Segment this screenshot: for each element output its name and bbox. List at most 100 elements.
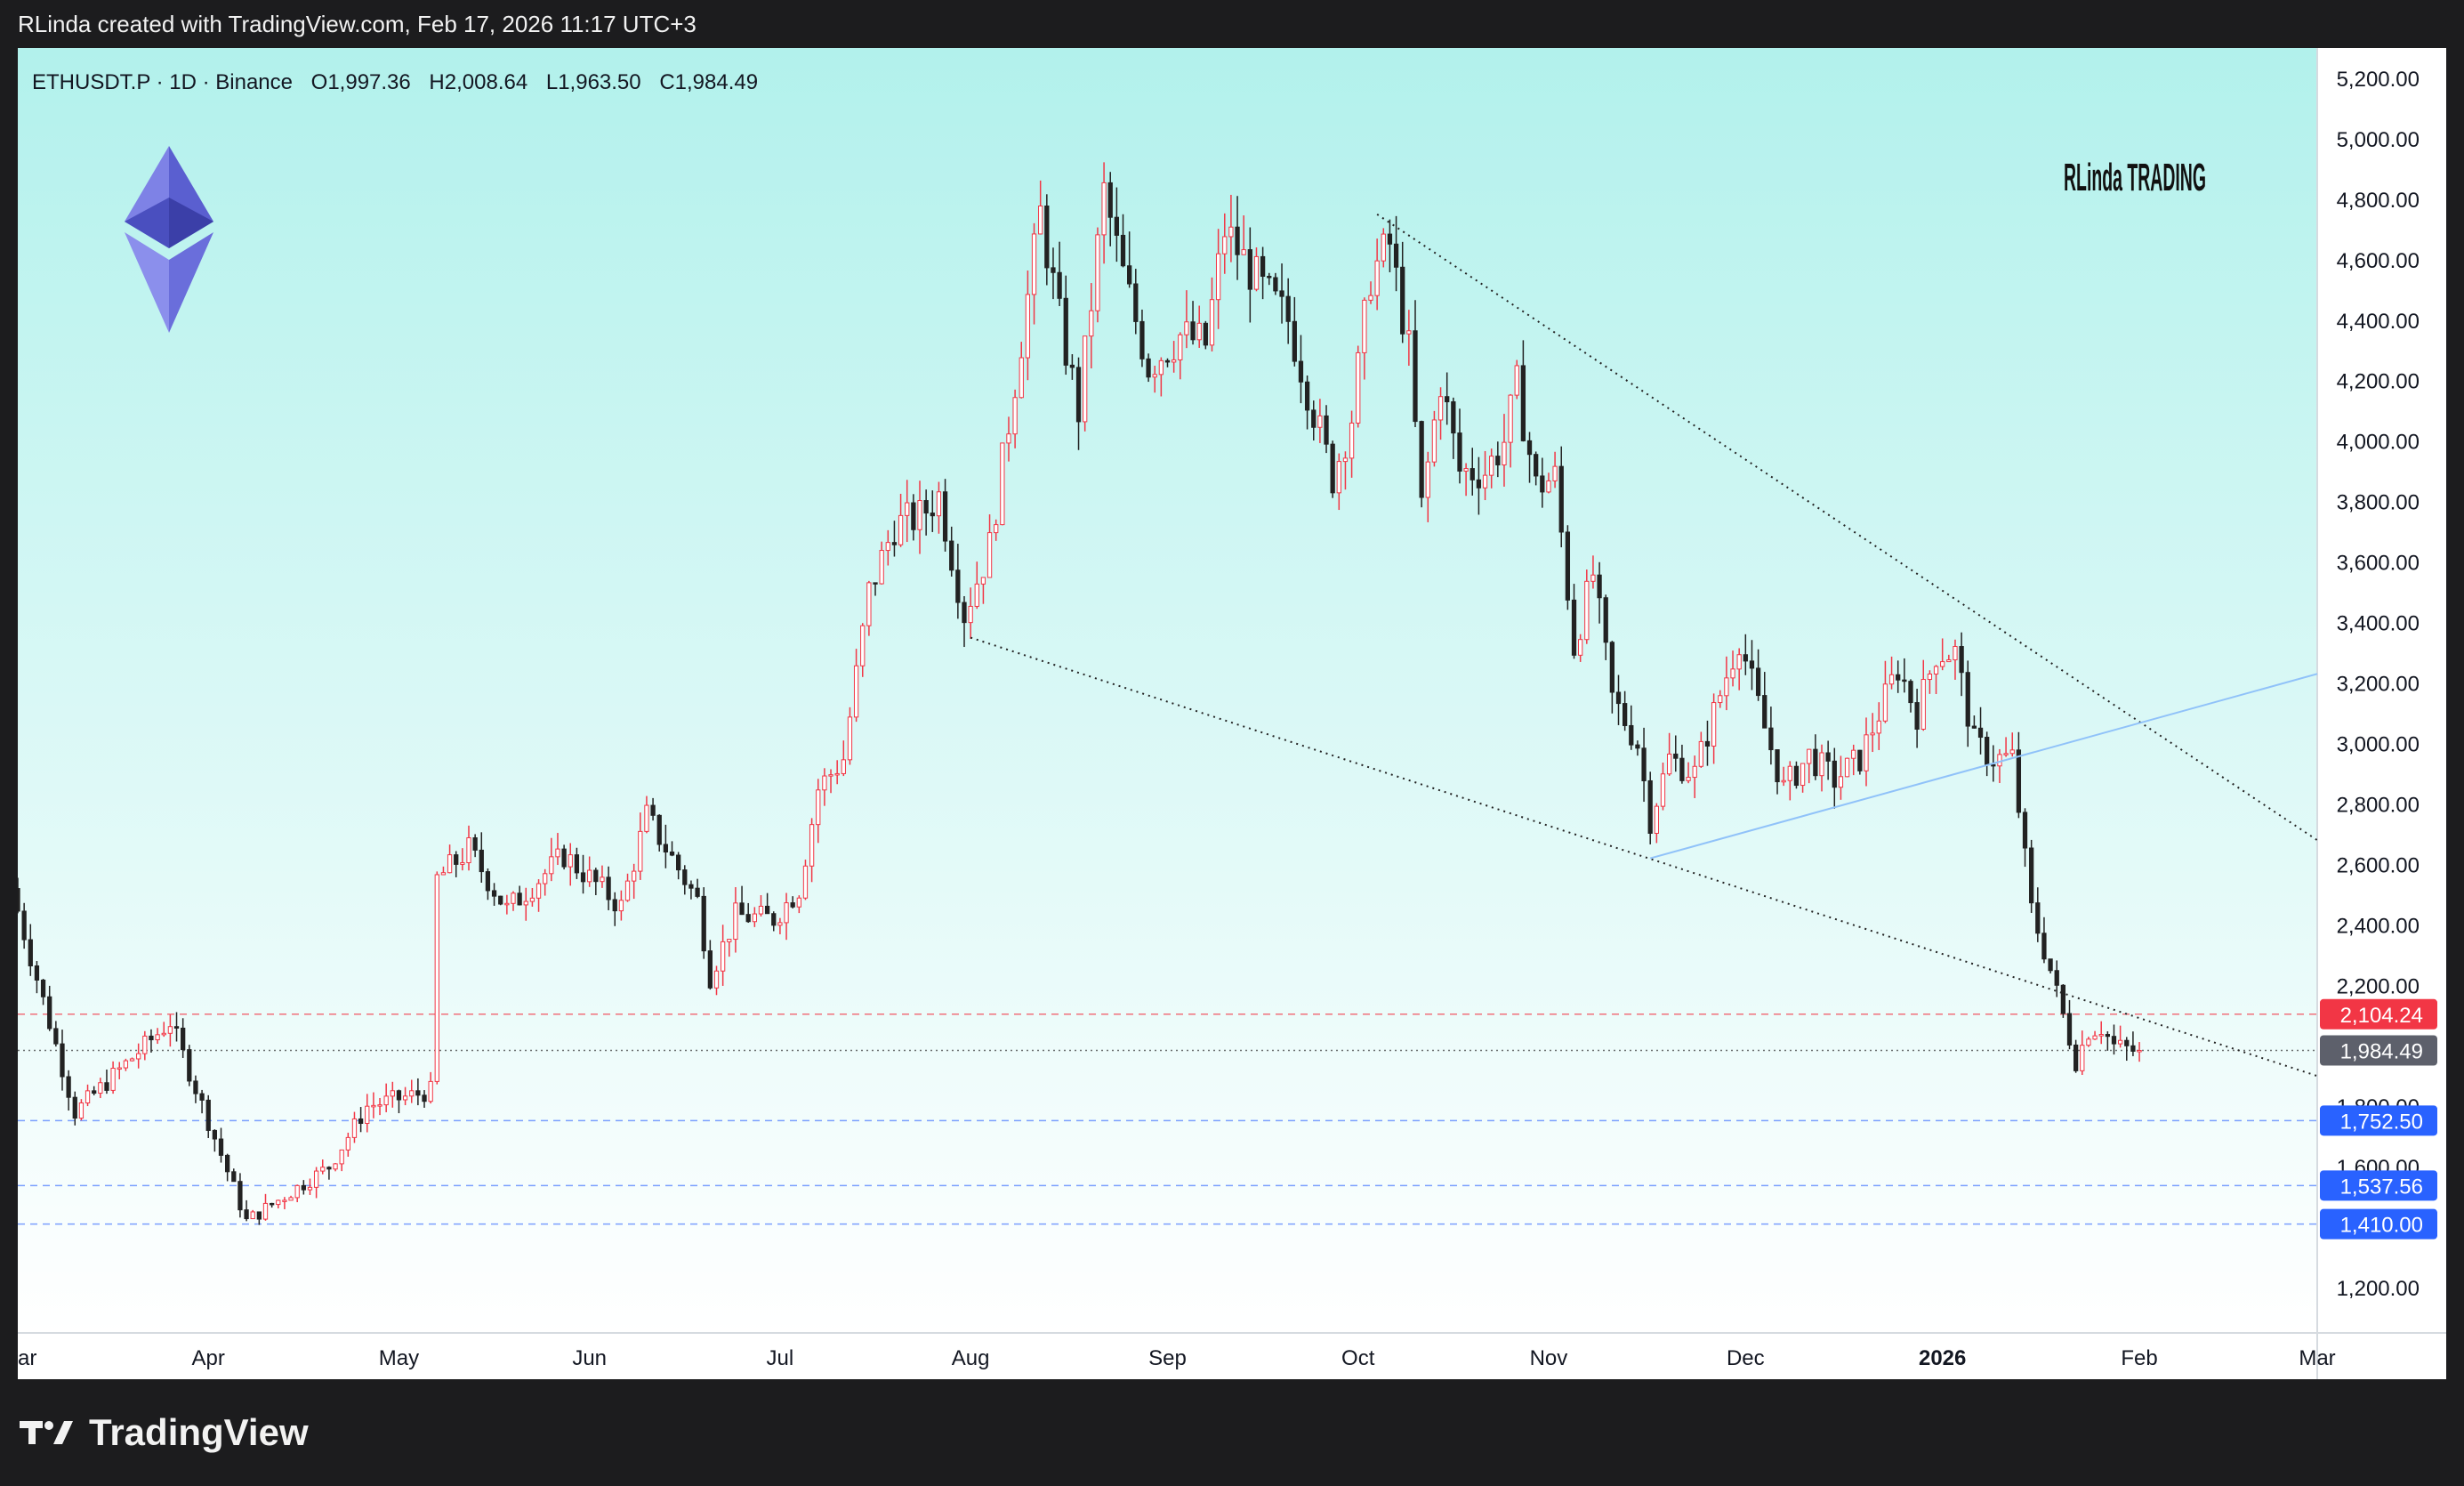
candle-body <box>796 897 801 908</box>
candle-body <box>244 1209 249 1220</box>
candle-body <box>1654 805 1659 834</box>
candle-body <box>1908 681 1913 704</box>
candle-body <box>758 905 764 915</box>
candle-body <box>173 1026 180 1029</box>
candle-body <box>1038 206 1043 235</box>
candle-body <box>1552 465 1558 481</box>
trendline[interactable] <box>1376 214 2318 842</box>
candle-body <box>841 759 846 774</box>
candle-body <box>2086 1038 2091 1046</box>
candle-body <box>1933 666 1939 675</box>
price-label-text: 1,984.49 <box>2340 1039 2423 1063</box>
candle-body <box>2066 1013 2073 1046</box>
candle-body <box>974 583 979 607</box>
candle-body <box>1914 702 1920 730</box>
candle-body <box>936 491 942 517</box>
ethereum-logo-icon <box>125 146 213 333</box>
horizontal-levels <box>18 1014 2317 1225</box>
candle-body <box>1336 461 1341 494</box>
candle-body <box>1902 679 1907 682</box>
candles <box>18 162 2142 1225</box>
candle-body <box>1356 351 1361 424</box>
candle-body <box>1704 740 1711 747</box>
candle-body <box>1540 475 1545 493</box>
candle-body <box>110 1068 116 1091</box>
candle-body <box>1044 206 1050 269</box>
price-tick-label: 3,600.00 <box>2337 552 2420 576</box>
candle-body <box>460 862 465 865</box>
price-tick-label: 1,200.00 <box>2337 1277 2420 1301</box>
candle-body <box>1825 752 1831 762</box>
price-chart[interactable]: 5,200.00 5,000.00 4,800.00 4,600.00 4,400.00… <box>18 48 2446 1379</box>
candle-body <box>587 869 592 883</box>
candle-body <box>555 848 560 858</box>
candle-body <box>682 869 688 885</box>
candle-body <box>390 1090 395 1097</box>
candle-body <box>853 665 859 718</box>
time-axis-label: Jul <box>767 1346 794 1370</box>
candle-body <box>218 1138 224 1156</box>
rlinda-watermark-logo: RLinda TRADING <box>2064 156 2206 199</box>
trendline[interactable] <box>1649 673 2318 860</box>
candle-body <box>695 887 700 897</box>
candle-body <box>1546 480 1551 493</box>
time-axis-label: Nov <box>1530 1346 1568 1370</box>
candle-body <box>1508 394 1513 443</box>
candle-body <box>1940 661 1945 667</box>
candle-body <box>1584 580 1590 641</box>
candle-body <box>1641 747 1647 781</box>
candle-body <box>1107 182 1113 218</box>
candle-body <box>225 1154 230 1173</box>
candle-body <box>1482 474 1488 489</box>
candle-body <box>193 1080 198 1094</box>
price-tick-label: 4,800.00 <box>2337 189 2420 213</box>
candle-body <box>1451 401 1456 434</box>
candle-body <box>1502 441 1507 465</box>
candle-body <box>1171 359 1177 363</box>
candle-body <box>1495 456 1501 465</box>
price-tick-label: 4,000.00 <box>2337 431 2420 455</box>
candle-body <box>1470 468 1475 481</box>
candle-body <box>454 854 459 865</box>
chart-frame[interactable]: 5,200.00 5,000.00 4,800.00 4,600.00 4,400.00… <box>18 48 2446 1379</box>
candle-body <box>1953 646 1958 661</box>
candle-body <box>980 577 986 585</box>
candle-body <box>1876 720 1881 734</box>
candle-body <box>624 880 631 901</box>
candle-body <box>1247 249 1252 290</box>
candle-body <box>1069 364 1075 368</box>
price-labels: 2,104.24 1,984.49 1,752.50 1,537.56 1,410.00 <box>2320 998 2437 1240</box>
candle-body <box>181 1027 186 1051</box>
time-axis-label: May <box>379 1346 419 1370</box>
candle-body <box>707 950 713 989</box>
candle-body <box>1736 654 1742 670</box>
candle-body <box>949 540 954 571</box>
candle-body <box>1724 677 1729 697</box>
candle-body <box>447 854 453 874</box>
watermark-text: RLinda TRADING <box>2064 156 2206 199</box>
candle-body <box>720 941 726 972</box>
candle-body <box>701 895 706 952</box>
candle-body <box>428 1080 433 1102</box>
candle-body <box>1768 727 1774 751</box>
candle-body <box>485 871 491 892</box>
candle-body <box>1425 461 1430 498</box>
candle-body <box>568 854 573 868</box>
candle-body <box>1514 365 1519 396</box>
candle-body <box>1698 740 1703 767</box>
candle-body <box>1590 574 1596 582</box>
candle-body <box>1400 266 1405 335</box>
candle-body <box>78 1102 85 1119</box>
candle-body <box>212 1129 218 1140</box>
candle-body <box>745 914 751 923</box>
candle-body <box>1489 456 1494 476</box>
candle-body <box>656 814 662 845</box>
candle-body <box>1666 753 1672 775</box>
candle-body <box>1342 457 1349 463</box>
candle-body <box>911 502 916 530</box>
candle-body <box>1781 779 1786 783</box>
candle-body <box>1368 295 1373 301</box>
attribution-bar: RLinda created with TradingView.com, Feb… <box>0 0 2464 48</box>
candle-body <box>618 900 624 912</box>
candle-body <box>1558 465 1564 533</box>
